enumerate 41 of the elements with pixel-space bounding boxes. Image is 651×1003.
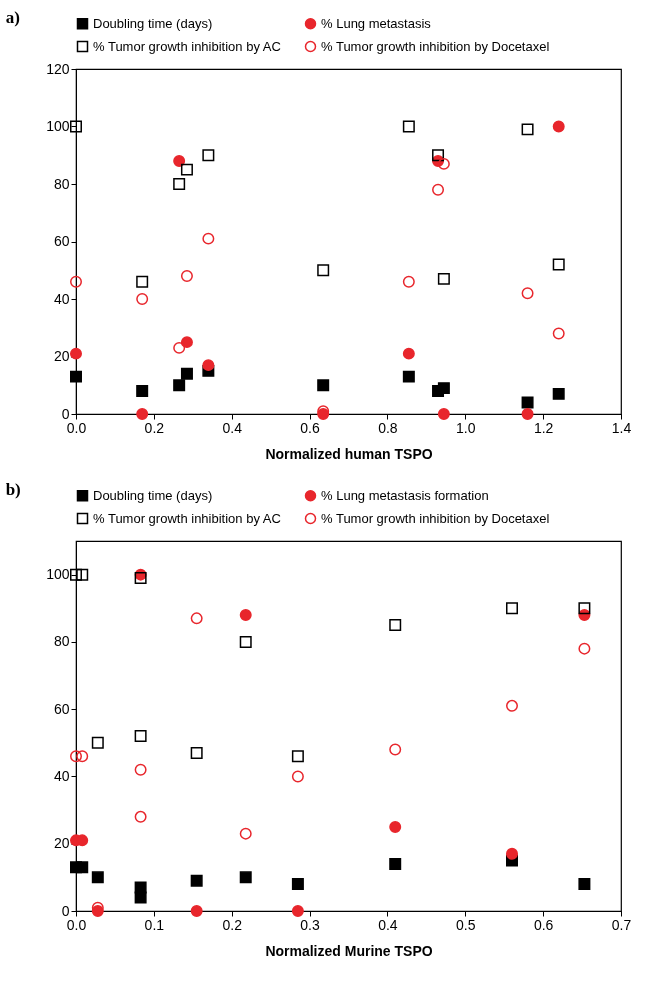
- x-tick-label: 0.6: [300, 419, 321, 436]
- x-axis-title: Normalized human TSPO: [265, 445, 433, 462]
- legend-label: Doubling time (days): [93, 487, 213, 503]
- x-tick-label: 0.4: [378, 916, 398, 933]
- chart-title: a): [5, 8, 20, 27]
- x-tick-label: 1.0: [456, 419, 476, 436]
- x-tick-label: 0.0: [66, 419, 87, 436]
- x-tick-label: 1.2: [533, 419, 554, 436]
- x-tick-label: 0.4: [222, 419, 243, 436]
- x-tick-label: 0.6: [533, 916, 554, 933]
- y-tick-label: 0: [61, 902, 70, 919]
- legend-label: % Lung metastasis: [321, 15, 432, 31]
- x-tick-label: 0.8: [378, 419, 398, 436]
- y-tick-label: 80: [53, 633, 70, 650]
- y-tick-label: 20: [53, 348, 70, 364]
- y-tick-label: 60: [53, 700, 70, 717]
- y-tick-label: 40: [53, 767, 70, 784]
- x-axis-title: Normalized Murine TSPO: [265, 942, 433, 959]
- y-tick-label: 120: [46, 60, 70, 77]
- y-tick-label: 40: [53, 290, 70, 307]
- x-tick-label: 0.3: [300, 916, 321, 933]
- x-tick-label: 0.1: [144, 916, 165, 933]
- legend-label: % Lung metastasis formation: [321, 487, 489, 503]
- x-tick-label: 0.5: [456, 916, 476, 933]
- legend-label: Doubling time (days): [93, 15, 213, 31]
- y-tick-label: 100: [46, 118, 70, 134]
- y-tick-label: 80: [53, 175, 70, 192]
- y-tick-label: 20: [53, 835, 70, 852]
- x-tick-label: 0.7: [611, 916, 632, 933]
- x-tick-label: 0.0: [66, 916, 87, 933]
- x-tick-label: 0.2: [222, 916, 243, 933]
- y-tick-label: 60: [53, 233, 70, 249]
- x-tick-label: 0.2: [144, 419, 165, 436]
- legend-label: % Tumor growth inhibition by Docetaxel: [321, 510, 550, 526]
- legend-label: % Tumor growth inhibition by AC: [93, 510, 281, 526]
- chart-title: b): [5, 480, 21, 499]
- x-tick-label: 1.4: [611, 419, 632, 436]
- y-tick-label: 100: [46, 566, 70, 583]
- legend-label: % Tumor growth inhibition by AC: [93, 38, 281, 54]
- y-tick-label: 0: [61, 405, 70, 422]
- legend-label: % Tumor growth inhibition by Docetaxel: [321, 38, 550, 54]
